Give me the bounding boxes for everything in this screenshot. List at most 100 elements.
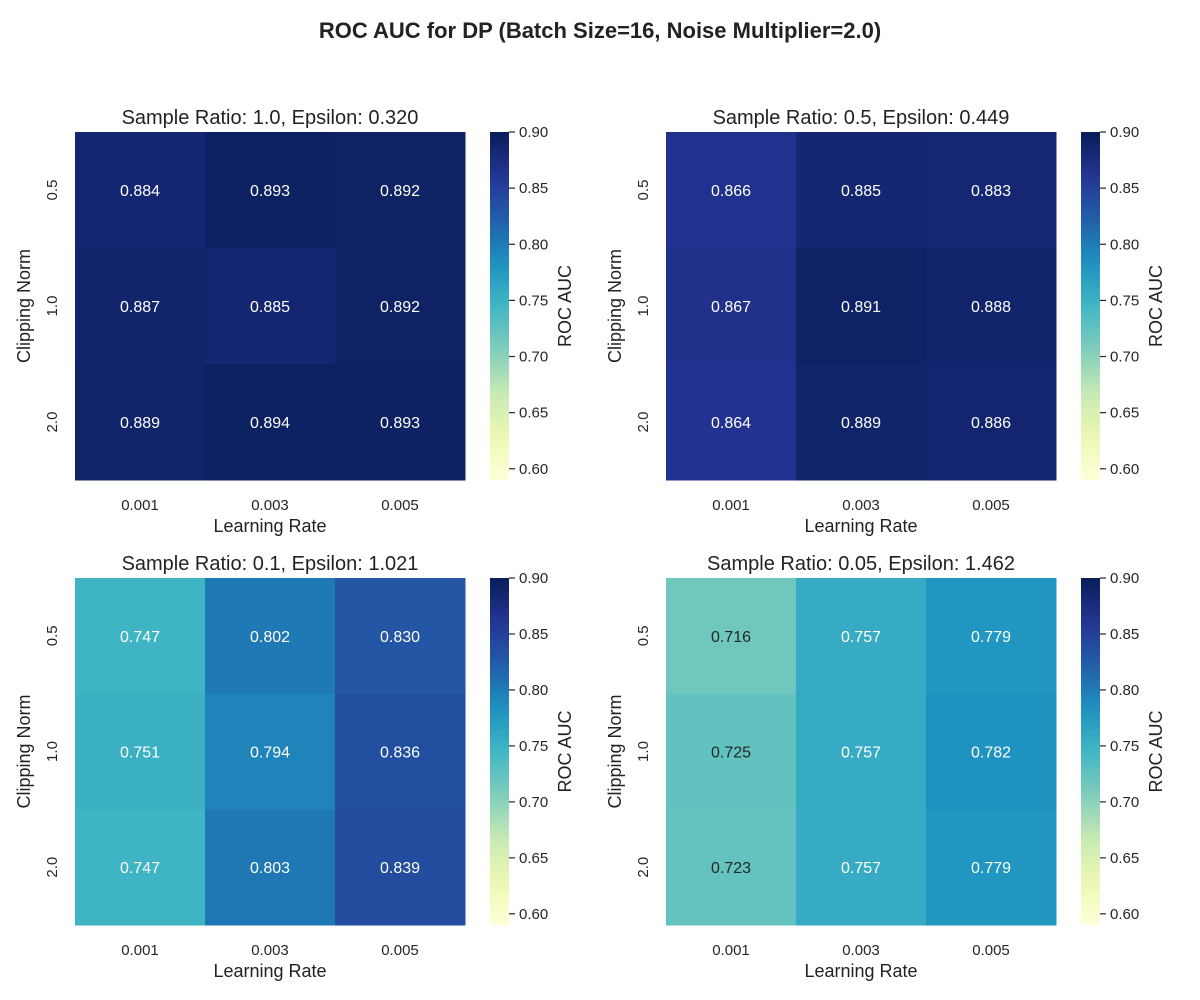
x-tick-label: 0.001 xyxy=(121,942,159,959)
heatmap-panel: Sample Ratio: 0.5, Epsilon: 0.449 0.866 0.… xyxy=(605,107,1166,536)
colorbar-tick-label: 0.75 xyxy=(1110,292,1139,309)
heatmap-cell xyxy=(926,364,1057,481)
colorbar-tick-label: 0.65 xyxy=(1110,405,1139,422)
colorbar-tick-label: 0.70 xyxy=(1110,794,1139,811)
colorbar xyxy=(1081,132,1100,480)
x-axis-label: Learning Rate xyxy=(213,516,326,536)
colorbar-tick-label: 0.70 xyxy=(519,349,548,366)
colorbar-tick-label: 0.65 xyxy=(519,405,548,422)
heatmap-cell xyxy=(796,693,927,810)
y-tick-label: 1.0 xyxy=(44,741,61,762)
heatmap-panels: Sample Ratio: 1.0, Epsilon: 0.320 0.884 0.… xyxy=(14,107,1166,981)
cell-value-label: 0.803 xyxy=(250,860,290,877)
cell-value-label: 0.892 xyxy=(380,299,420,316)
cell-value-label: 0.893 xyxy=(380,415,420,432)
y-tick-label: 0.5 xyxy=(635,625,652,646)
y-tick-label: 1.0 xyxy=(44,296,61,317)
colorbar-tick-label: 0.80 xyxy=(519,682,548,699)
heatmap-cell xyxy=(205,248,336,365)
heatmap-cell xyxy=(205,693,336,810)
heatmap-cell xyxy=(335,132,466,249)
heatmap-cell xyxy=(926,132,1057,249)
colorbar-tick-label: 0.85 xyxy=(519,180,548,197)
x-tick-label: 0.003 xyxy=(842,942,880,959)
heatmap-cell xyxy=(796,132,927,249)
x-axis-label: Learning Rate xyxy=(804,516,917,536)
cell-value-label: 0.757 xyxy=(841,745,881,762)
heatmap-cell xyxy=(205,809,336,926)
cell-value-label: 0.891 xyxy=(841,299,881,316)
panel-title: Sample Ratio: 0.1, Epsilon: 1.021 xyxy=(122,553,419,575)
x-tick-label: 0.003 xyxy=(842,497,880,514)
cell-value-label: 0.836 xyxy=(380,745,420,762)
heatmap-cell xyxy=(75,248,206,365)
x-tick-label: 0.005 xyxy=(381,497,419,514)
heatmap-cell xyxy=(926,248,1057,365)
colorbar-tick-label: 0.70 xyxy=(519,794,548,811)
cell-value-label: 0.802 xyxy=(250,629,290,646)
heatmap-cell xyxy=(75,578,206,695)
x-tick-label: 0.001 xyxy=(121,497,159,514)
y-tick-label: 0.5 xyxy=(44,625,61,646)
heatmap-cell xyxy=(796,248,927,365)
heatmap-cell xyxy=(666,132,797,249)
panel-title: Sample Ratio: 1.0, Epsilon: 0.320 xyxy=(122,107,419,129)
cell-value-label: 0.779 xyxy=(971,629,1011,646)
colorbar-tick-label: 0.65 xyxy=(519,850,548,867)
cell-value-label: 0.883 xyxy=(971,183,1011,200)
y-tick-label: 2.0 xyxy=(44,857,61,878)
heatmap-panel: Sample Ratio: 0.05, Epsilon: 1.462 0.716 0… xyxy=(605,553,1166,981)
heatmap-cell xyxy=(796,809,927,926)
cell-value-label: 0.751 xyxy=(120,745,160,762)
y-tick-label: 1.0 xyxy=(635,296,652,317)
cell-value-label: 0.885 xyxy=(841,183,881,200)
colorbar-tick-label: 0.85 xyxy=(519,626,548,643)
colorbar-tick-label: 0.75 xyxy=(519,738,548,755)
x-tick-label: 0.005 xyxy=(381,942,419,959)
cell-value-label: 0.757 xyxy=(841,860,881,877)
cell-value-label: 0.889 xyxy=(841,415,881,432)
colorbar xyxy=(490,578,509,925)
cell-value-label: 0.723 xyxy=(711,860,751,877)
x-tick-label: 0.005 xyxy=(972,942,1010,959)
cell-value-label: 0.894 xyxy=(250,415,290,432)
cell-value-label: 0.867 xyxy=(711,299,751,316)
heatmap-cell xyxy=(666,364,797,481)
colorbar-tick-label: 0.85 xyxy=(1110,626,1139,643)
panel-title: Sample Ratio: 0.5, Epsilon: 0.449 xyxy=(713,107,1010,129)
colorbar-tick-label: 0.80 xyxy=(1110,682,1139,699)
y-tick-label: 0.5 xyxy=(635,180,652,201)
heatmap-cell xyxy=(335,578,466,695)
cell-value-label: 0.782 xyxy=(971,745,1011,762)
colorbar-tick-label: 0.60 xyxy=(1110,461,1139,478)
heatmap-cell xyxy=(205,364,336,481)
colorbar-tick-label: 0.90 xyxy=(519,570,548,587)
heatmap-cell xyxy=(796,578,927,695)
y-axis-label: Clipping Norm xyxy=(14,694,34,808)
heatmap-cell xyxy=(335,364,466,481)
x-tick-label: 0.001 xyxy=(712,942,750,959)
colorbar-label: ROC AUC xyxy=(1146,265,1166,347)
colorbar-tick-label: 0.80 xyxy=(1110,236,1139,253)
cell-value-label: 0.747 xyxy=(120,629,160,646)
heatmap-cell xyxy=(666,693,797,810)
cell-value-label: 0.892 xyxy=(380,183,420,200)
cell-value-label: 0.884 xyxy=(120,183,160,200)
colorbar-tick-label: 0.75 xyxy=(519,292,548,309)
colorbar-tick-label: 0.75 xyxy=(1110,738,1139,755)
colorbar-tick-label: 0.90 xyxy=(1110,124,1139,141)
cell-value-label: 0.866 xyxy=(711,183,751,200)
heatmap-cell xyxy=(335,809,466,926)
colorbar-tick-label: 0.65 xyxy=(1110,850,1139,867)
y-axis-label: Clipping Norm xyxy=(605,249,625,363)
y-tick-label: 2.0 xyxy=(635,412,652,433)
cell-value-label: 0.716 xyxy=(711,629,751,646)
cell-value-label: 0.794 xyxy=(250,745,290,762)
x-tick-label: 0.005 xyxy=(972,497,1010,514)
y-tick-label: 1.0 xyxy=(635,741,652,762)
x-axis-label: Learning Rate xyxy=(804,961,917,981)
x-tick-label: 0.003 xyxy=(251,497,289,514)
heatmap-cell xyxy=(75,364,206,481)
colorbar-label: ROC AUC xyxy=(555,265,575,347)
colorbar xyxy=(490,132,509,480)
